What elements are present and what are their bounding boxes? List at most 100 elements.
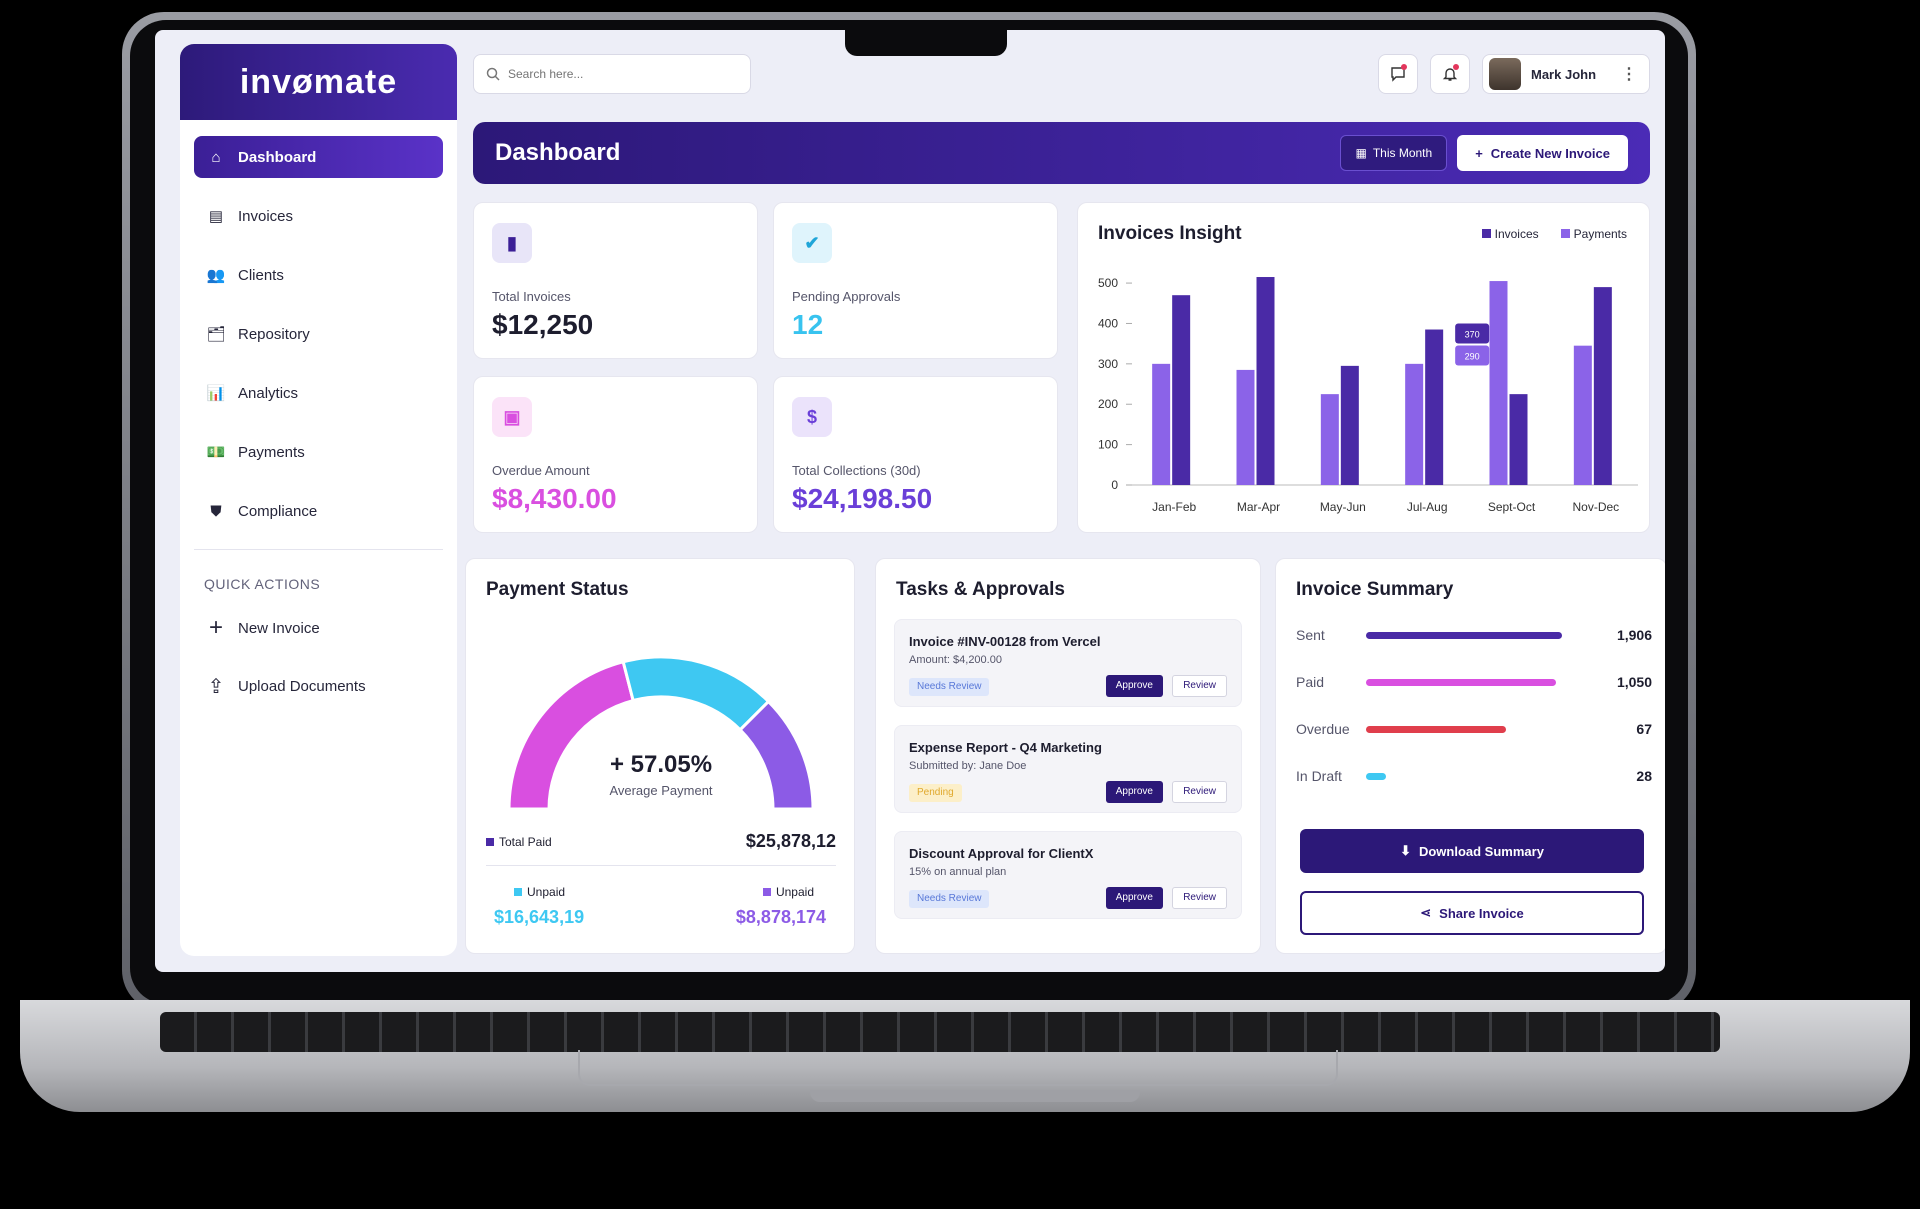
chart-tooltip: 370 290	[1455, 323, 1490, 366]
unpaid-label: Unpaid	[527, 885, 566, 899]
status-badge: Needs Review	[909, 678, 990, 696]
stat-label: Pending Approvals	[792, 289, 901, 304]
bar-payments[interactable]	[1152, 363, 1171, 485]
download-icon: ⬇	[1400, 843, 1411, 858]
quick-action-upload-documents[interactable]: ⇪ Upload Documents	[180, 670, 457, 702]
summary-bar-fill	[1366, 773, 1386, 780]
dollar-icon: $	[792, 397, 832, 437]
share-icon: ⋖	[1420, 905, 1432, 920]
invoices-insight-card: Invoices Insight Invoices Payments 0 100 2…	[1077, 202, 1650, 533]
check-badge-icon: ✔	[792, 223, 832, 263]
invoice-summary-card: Invoice Summary Sent 1,906 Paid 1,050 Overdu…	[1275, 558, 1665, 954]
upload-icon: ⇪	[207, 675, 225, 698]
search-input[interactable]	[508, 67, 728, 81]
stat-label: Total Invoices	[492, 289, 571, 304]
analytics-icon: 📊	[206, 385, 226, 402]
chart-title: Invoices Insight	[1098, 223, 1242, 244]
more-icon[interactable]: ⋮	[1621, 66, 1637, 83]
payment-status-title: Payment Status	[486, 579, 629, 600]
quick-actions-title: QUICK ACTIONS	[204, 576, 321, 592]
bar-payments[interactable]	[1320, 394, 1339, 485]
bar-invoices[interactable]	[1509, 394, 1528, 485]
summary-bar-fill	[1366, 632, 1562, 639]
y-tick-label: 400	[1098, 316, 1118, 330]
gauge-segment-2[interactable]	[621, 655, 771, 732]
task-subtitle: Amount: $4,200.00	[909, 654, 1002, 666]
sidebar-item-dashboard[interactable]: ⌂ Dashboard	[194, 136, 443, 178]
bar-invoices[interactable]	[1593, 287, 1612, 485]
summary-bar	[1366, 726, 1566, 733]
stat-card-total-invoices: ▮ Total Invoices $12,250	[473, 202, 758, 359]
invoice-icon: ▤	[208, 208, 224, 225]
bar-invoices[interactable]	[1340, 365, 1359, 485]
review-button[interactable]: Review	[1172, 887, 1227, 909]
notifications-button[interactable]	[1430, 54, 1470, 94]
summary-label: In Draft	[1296, 768, 1342, 784]
tooltip-value-top: 370	[1465, 329, 1480, 339]
payment-gauge	[507, 655, 815, 811]
tooltip-value-bottom: 290	[1465, 351, 1480, 361]
bar-invoices[interactable]	[1172, 295, 1191, 485]
stat-value: $24,198.50	[792, 483, 933, 514]
sidebar-item-label: Analytics	[238, 384, 299, 402]
task-item: Expense Report - Q4 Marketing Submitted …	[894, 725, 1242, 813]
user-menu[interactable]: Mark John ⋮	[1482, 54, 1650, 94]
quick-action-new-invoice[interactable]: + New Invoice	[180, 612, 457, 644]
task-subtitle: Submitted by: Jane Doe	[909, 760, 1027, 772]
unpaid-value-2: $8,878,174	[735, 907, 826, 927]
quick-action-label: Upload Documents	[238, 677, 366, 695]
sidebar-item-repository[interactable]: 🗂 Repository	[194, 313, 443, 355]
sidebar-item-clients[interactable]: 👥 Clients	[194, 254, 443, 296]
summary-label: Overdue	[1296, 721, 1350, 737]
unpaid-legend-1: Unpaid	[514, 885, 565, 899]
bar-payments[interactable]	[1405, 363, 1424, 485]
share-invoice-button[interactable]: ⋖ Share Invoice	[1300, 891, 1644, 935]
summary-bar	[1366, 632, 1566, 639]
download-summary-label: Download Summary	[1418, 843, 1544, 859]
sidebar-item-invoices[interactable]: ▤ Invoices	[194, 195, 443, 237]
sidebar: invømate ⌂ Dashboard ▤ Invoices 👥 Client…	[180, 44, 457, 956]
approve-button[interactable]: Approve	[1105, 781, 1163, 803]
search-box[interactable]	[473, 54, 751, 94]
bar-payments[interactable]	[1573, 345, 1592, 485]
sidebar-item-payments[interactable]: 💵 Payments	[194, 431, 443, 473]
period-label: This Month	[1372, 146, 1433, 160]
keyboard	[160, 1012, 1720, 1052]
gauge-segment-3[interactable]	[738, 699, 815, 811]
period-button[interactable]: ▦ This Month	[1340, 135, 1448, 171]
bar-chart: 0 100 200 300 400 500 Jan-Feb Mar-Apr May-Jun Jul…	[1098, 276, 1638, 514]
download-summary-button[interactable]: ⬇ Download Summary	[1300, 829, 1644, 873]
sidebar-item-label: Invoices	[238, 207, 294, 225]
task-title: Discount Approval for ClientX	[909, 846, 1094, 861]
review-button[interactable]: Review	[1172, 675, 1227, 697]
bar-payments[interactable]	[1236, 369, 1255, 485]
sidebar-item-compliance[interactable]: ⛊ Compliance	[194, 490, 443, 532]
approve-button[interactable]: Approve	[1105, 887, 1163, 909]
home-icon: ⌂	[211, 148, 221, 166]
summary-label: Paid	[1296, 674, 1325, 690]
create-invoice-button[interactable]: + Create New Invoice	[1457, 135, 1628, 171]
bar-payments[interactable]	[1489, 281, 1508, 485]
notification-dot	[1401, 64, 1407, 70]
messages-button[interactable]	[1378, 54, 1418, 94]
summary-title: Invoice Summary	[1296, 579, 1454, 600]
summary-bar	[1366, 679, 1566, 686]
payment-divider	[486, 865, 836, 866]
sidebar-item-analytics[interactable]: 📊 Analytics	[194, 372, 443, 414]
y-tick-label: 100	[1098, 438, 1118, 452]
summary-row-overdue: Overdue 67	[1296, 719, 1652, 739]
review-button[interactable]: Review	[1172, 781, 1227, 803]
bar-invoices[interactable]	[1256, 277, 1275, 485]
folder-icon: 🗂	[206, 326, 226, 343]
stat-card-pending-approvals: ✔ Pending Approvals 12	[773, 202, 1058, 359]
summary-value: 28	[1636, 768, 1652, 784]
calendar-alert-icon: ▣	[492, 397, 532, 437]
summary-bar-fill	[1366, 726, 1506, 733]
sidebar-item-label: Repository	[238, 325, 310, 343]
legend-invoices: Invoices	[1481, 227, 1539, 241]
bar-invoices[interactable]	[1425, 329, 1444, 485]
approve-button[interactable]: Approve	[1105, 675, 1163, 697]
camera-notch	[845, 28, 1007, 56]
summary-value: 1,906	[1616, 627, 1652, 643]
y-tick-label: 300	[1098, 357, 1118, 371]
